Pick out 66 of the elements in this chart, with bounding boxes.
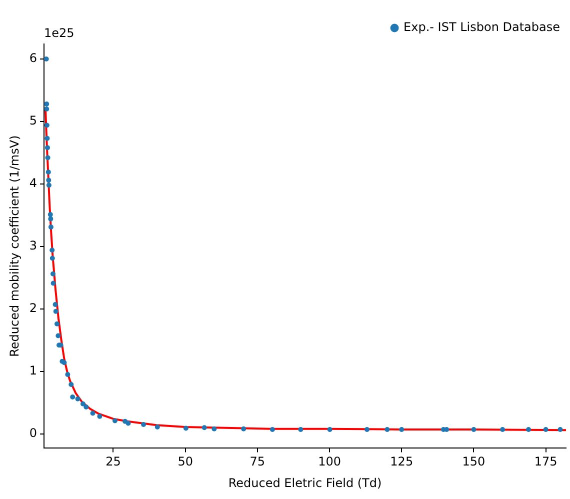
point [112, 418, 118, 424]
point [97, 414, 102, 419]
point [471, 426, 476, 432]
point [50, 280, 56, 286]
point [141, 422, 146, 427]
point [48, 212, 53, 218]
point [50, 256, 55, 261]
point [53, 308, 58, 314]
point [44, 122, 50, 128]
y-tick-label: 6 [29, 51, 38, 66]
point [70, 394, 76, 400]
y-tick-label: 3 [29, 238, 38, 253]
y-tick-label: 2 [29, 301, 38, 316]
x-tick-label: 25 [106, 454, 121, 469]
point [52, 302, 58, 308]
point [50, 248, 55, 253]
y-axis-title: Reduced mobility coefficient (1/msV) [7, 135, 22, 357]
point [154, 424, 160, 430]
point [212, 426, 217, 432]
point [384, 426, 390, 432]
point [364, 426, 370, 432]
point [48, 224, 54, 230]
point [54, 321, 60, 326]
point [46, 182, 52, 188]
point [44, 101, 50, 106]
legend-label: Exp.- IST Lisbon Database [404, 20, 560, 34]
point [202, 425, 207, 430]
x-tick-label: 100 [318, 454, 341, 469]
point [46, 178, 52, 183]
point [298, 426, 304, 432]
point [500, 426, 506, 432]
y-tick-label: 5 [29, 114, 38, 128]
point [543, 426, 548, 432]
point [65, 372, 70, 377]
x-tick-label: 50 [178, 454, 193, 469]
x-tick-label: 125 [390, 454, 414, 469]
point [44, 136, 50, 141]
point [45, 155, 50, 160]
point [327, 426, 332, 432]
y-tick-label: 0 [29, 426, 38, 440]
point [80, 401, 86, 406]
point [526, 426, 532, 432]
point [46, 170, 51, 175]
point [50, 271, 56, 276]
point [44, 106, 50, 112]
point [183, 426, 188, 431]
point [68, 382, 74, 387]
y-tick-label: 4 [29, 176, 38, 190]
text: 1e25 [44, 26, 74, 40]
point [241, 426, 246, 432]
point [399, 426, 404, 432]
point [90, 410, 96, 416]
y-tick-label: 1 [29, 363, 38, 378]
point [84, 404, 89, 410]
point [126, 420, 131, 426]
point [270, 426, 275, 432]
x-tick-label: 150 [462, 454, 486, 469]
point [44, 56, 49, 62]
x-axis-title: Reduced Eletric Field (Td) [228, 476, 382, 490]
point [75, 396, 80, 402]
point [558, 426, 563, 432]
point [44, 145, 50, 150]
point [48, 216, 54, 222]
x-tick-label: 75 [250, 454, 266, 469]
x-tick-label: 175 [534, 454, 558, 469]
point [56, 333, 61, 338]
